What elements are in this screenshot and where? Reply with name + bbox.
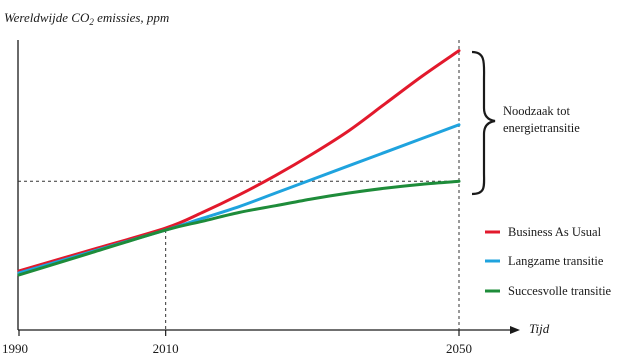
annotation-line-2: energietransitie <box>503 121 580 135</box>
series-line-succesvolle-transitie <box>17 179 461 277</box>
title-prefix: Wereldwijde CO <box>4 10 90 25</box>
x-axis-arrow-icon <box>510 326 520 334</box>
reference-lines <box>18 40 460 330</box>
x-ticks: 1990 2010 2050 <box>2 330 472 356</box>
legend-label-0: Business As Usual <box>508 225 602 239</box>
curly-brace-icon <box>471 50 496 196</box>
series-line-business-as-usual <box>17 49 461 273</box>
legend-label-2: Succesvolle transitie <box>508 284 612 298</box>
annotation-line-1: Noodzaak tot <box>503 104 571 118</box>
x-axis-label: Tijd <box>529 321 550 336</box>
chart-title: Wereldwijde CO2 emissies, ppm <box>4 10 169 27</box>
title-subscript: 2 <box>89 17 94 27</box>
x-tick-label-2050: 2050 <box>446 341 472 356</box>
x-tick-label-1990: 1990 <box>2 341 28 356</box>
x-tick-label-2010: 2010 <box>153 341 179 356</box>
legend-label-1: Langzame transitie <box>508 254 604 268</box>
title-suffix: emissies, ppm <box>94 10 169 25</box>
legend: Business As Usual Langzame transitie Succe… <box>485 225 612 298</box>
series-lines <box>17 49 461 277</box>
